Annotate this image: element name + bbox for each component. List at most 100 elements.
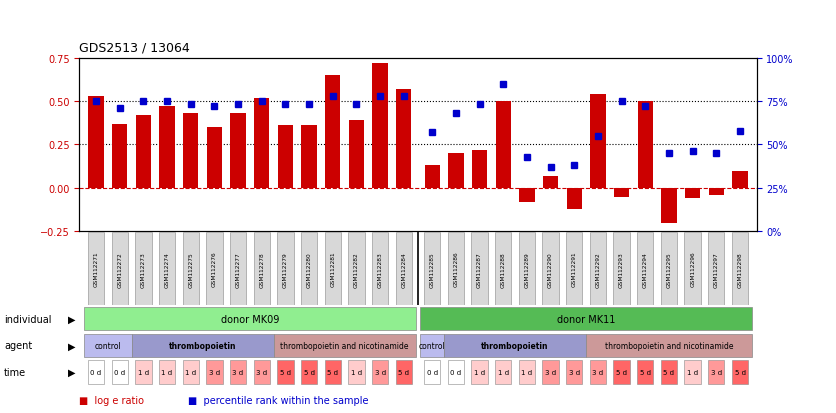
Bar [589,233,606,305]
Bar [159,361,176,384]
Text: GSM112276: GSM112276 [212,251,217,287]
Text: 5 d: 5 d [280,369,291,375]
Text: GSM112275: GSM112275 [188,251,193,287]
Bar [732,233,748,305]
Bar [590,95,605,188]
Text: 5 d: 5 d [735,369,746,375]
Text: 3 d: 3 d [711,369,722,375]
Text: 5 d: 5 d [616,369,627,375]
Bar [543,233,558,305]
Text: 0 d: 0 d [451,369,461,375]
Bar [637,361,654,384]
Bar [589,361,606,384]
Text: 3 d: 3 d [209,369,220,375]
Bar [424,233,441,305]
Text: GSM112271: GSM112271 [94,251,99,287]
Bar [89,97,104,188]
Text: GSM112291: GSM112291 [572,251,577,287]
Text: GDS2513 / 13064: GDS2513 / 13064 [79,41,190,54]
Bar [278,361,293,384]
Bar [88,233,104,305]
Bar [349,361,364,384]
Text: ■  log e ratio: ■ log e ratio [79,394,145,405]
Bar [638,102,653,188]
Text: 1 d: 1 d [687,369,698,375]
Text: donor MK11: donor MK11 [557,314,615,324]
Bar [372,361,388,384]
Bar [732,361,748,384]
Bar [372,64,388,188]
Bar [495,233,512,305]
Bar [708,361,725,384]
Bar [448,154,464,188]
Text: 0 d: 0 d [114,369,125,375]
Bar [421,334,444,357]
Bar [685,188,701,199]
Bar [425,166,440,188]
Bar [496,102,511,188]
Bar [372,233,388,305]
Text: GSM112274: GSM112274 [165,251,170,287]
Bar [567,188,582,209]
Text: GSM112281: GSM112281 [330,251,335,287]
Bar [614,188,630,197]
Text: 5 d: 5 d [398,369,410,375]
Text: thrombopoietin and nicotinamide: thrombopoietin and nicotinamide [604,341,733,350]
Text: 1 d: 1 d [497,369,509,375]
Text: GSM112278: GSM112278 [259,251,264,287]
Text: GSM112277: GSM112277 [236,251,241,287]
Bar [495,361,512,384]
Bar [253,361,270,384]
Text: GSM112279: GSM112279 [283,251,288,287]
Text: 1 d: 1 d [138,369,149,375]
Bar [135,361,151,384]
Bar [519,233,535,305]
Bar [230,233,247,305]
Bar [685,233,701,305]
Text: agent: agent [4,341,33,351]
Bar [444,334,586,357]
Bar [349,233,364,305]
Bar [708,233,725,305]
Bar [709,188,724,195]
Bar [111,233,128,305]
Bar [182,233,199,305]
Text: GSM112285: GSM112285 [430,251,435,287]
Bar [206,361,222,384]
Bar [278,233,293,305]
Text: 0 d: 0 d [426,369,438,375]
Text: 3 d: 3 d [545,369,556,375]
Text: GSM112294: GSM112294 [643,251,648,287]
Bar [448,361,464,384]
Bar [324,361,341,384]
Bar [273,334,415,357]
Text: ▶: ▶ [68,314,75,324]
Text: time: time [4,367,26,377]
Bar [135,116,151,188]
Text: thrombopoietin and nicotinamide: thrombopoietin and nicotinamide [280,341,409,350]
Bar [111,361,128,384]
Text: 0 d: 0 d [90,369,101,375]
Bar [685,361,701,384]
Bar [424,361,441,384]
Text: GSM112283: GSM112283 [378,251,383,287]
Bar [543,176,558,188]
Bar [324,233,341,305]
Bar [230,361,247,384]
Bar [543,361,558,384]
Bar [206,128,222,188]
Bar [302,126,317,188]
Bar [566,233,583,305]
Text: GSM112290: GSM112290 [548,251,553,287]
Bar [586,334,752,357]
Text: GSM112287: GSM112287 [477,251,482,287]
Bar [254,98,269,188]
Bar [660,361,677,384]
Bar [182,361,199,384]
Text: GSM112280: GSM112280 [307,251,312,287]
Bar [206,233,222,305]
Text: donor MK09: donor MK09 [221,314,279,324]
Bar [88,361,104,384]
Bar [84,307,415,330]
Text: ▶: ▶ [68,341,75,351]
